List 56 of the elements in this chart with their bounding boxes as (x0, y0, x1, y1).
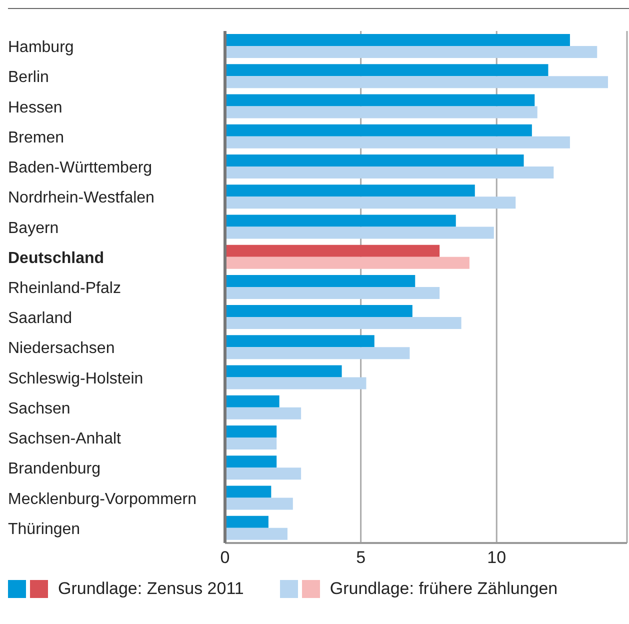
bar (225, 426, 277, 438)
bar (225, 407, 302, 420)
y-tick-label: Nordrhein-Westfalen (8, 190, 154, 207)
y-tick-label: Sachsen-Anhalt (8, 430, 122, 448)
y-tick-label: Schleswig-Holstein (8, 370, 144, 388)
y-tick-label: Saarland (8, 310, 72, 328)
bar (225, 64, 548, 76)
bar (225, 305, 412, 318)
y-tick-label: Mecklenburg-Vorpommern (8, 490, 197, 508)
bar (225, 166, 554, 178)
bar (225, 46, 598, 58)
bar (225, 486, 272, 498)
bar (225, 516, 268, 528)
bar (225, 335, 374, 348)
bar (225, 395, 280, 408)
bar (225, 274, 416, 287)
bar (225, 94, 535, 106)
bar (225, 184, 475, 197)
bar (225, 438, 277, 450)
y-tick-label: Baden-Württemberg (8, 160, 152, 177)
x-tick-label: 10 (487, 548, 506, 568)
bar (225, 286, 440, 299)
bar (225, 136, 570, 148)
bar (225, 76, 608, 88)
bar (225, 317, 462, 330)
bar (225, 456, 277, 468)
y-tick-label: Thüringen (8, 520, 80, 538)
bar (225, 347, 410, 360)
y-tick-label: Brandenburg (8, 460, 101, 478)
y-tick-label: Hessen (8, 99, 62, 116)
y-tick-label: Rheinland-Pfalz (8, 280, 121, 297)
bar (225, 124, 532, 136)
x-tick-label: 0 (220, 548, 230, 568)
y-tick-label: Hamburg (8, 39, 74, 56)
bar (225, 244, 440, 257)
y-tick-label: Bayern (8, 220, 59, 237)
bar (225, 377, 366, 390)
bar (225, 214, 456, 227)
bar (225, 154, 524, 166)
bar (225, 106, 538, 118)
bar (225, 528, 288, 540)
bar (225, 34, 570, 46)
legend-label: Grundlage: Zensus 2011 (58, 579, 244, 599)
y-tick-label: Berlin (8, 69, 49, 86)
legend-label: Grundlage: frühere Zählungen (330, 579, 558, 599)
bar (225, 365, 342, 378)
bar (225, 196, 516, 209)
bar (225, 468, 302, 480)
bar (225, 498, 293, 510)
x-tick-label: 5 (356, 548, 366, 568)
y-tick-label: Deutschland (8, 250, 104, 267)
bar (225, 256, 470, 269)
y-tick-label: Niedersachsen (8, 340, 115, 358)
y-tick-label: Sachsen (8, 400, 70, 418)
bar (225, 226, 494, 239)
y-tick-label: Bremen (8, 129, 64, 146)
